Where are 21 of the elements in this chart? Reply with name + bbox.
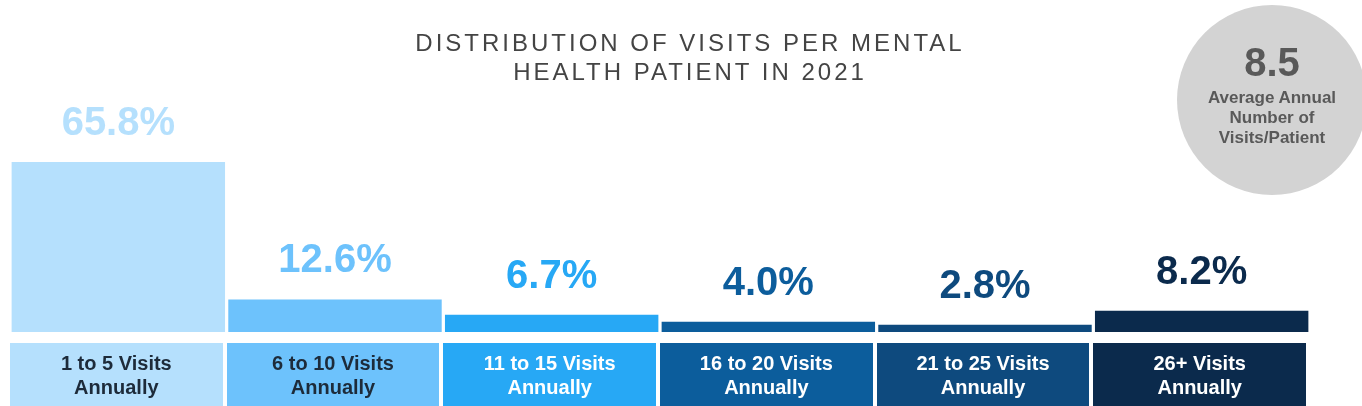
data-label: 12.6% bbox=[278, 236, 392, 281]
x-tick-label: 21 to 25 Visits Annually bbox=[876, 343, 1090, 406]
data-label: 2.8% bbox=[939, 261, 1031, 306]
bar bbox=[661, 321, 876, 332]
chart-title: DISTRIBUTION OF VISITS PER MENTAL HEALTH PATIENT IN 2021 bbox=[414, 28, 966, 86]
x-tick-label: 6 to 10 Visits Annually bbox=[226, 343, 440, 406]
bar bbox=[878, 324, 1092, 332]
bar bbox=[11, 162, 226, 332]
text: 8.5 bbox=[1243, 40, 1301, 84]
data-label: 6.7% bbox=[506, 251, 598, 296]
x-tick-label: 11 to 15 Visits Annually bbox=[443, 343, 657, 406]
bar bbox=[228, 299, 442, 332]
bar bbox=[1094, 310, 1309, 332]
data-label: 65.8% bbox=[61, 99, 176, 144]
x-tick-label: 26+ Visits Annually bbox=[1093, 343, 1307, 406]
data-label: 4.0% bbox=[722, 258, 814, 303]
x-tick-label: 16 to 20 Visits Annually bbox=[660, 343, 873, 406]
data-label: 8.2% bbox=[1156, 247, 1248, 292]
x-tick-label: 1 to 5 Visits Annually bbox=[10, 343, 223, 406]
text: Average Annual Number of Visits/Patient bbox=[1206, 88, 1338, 148]
bar bbox=[444, 314, 659, 332]
